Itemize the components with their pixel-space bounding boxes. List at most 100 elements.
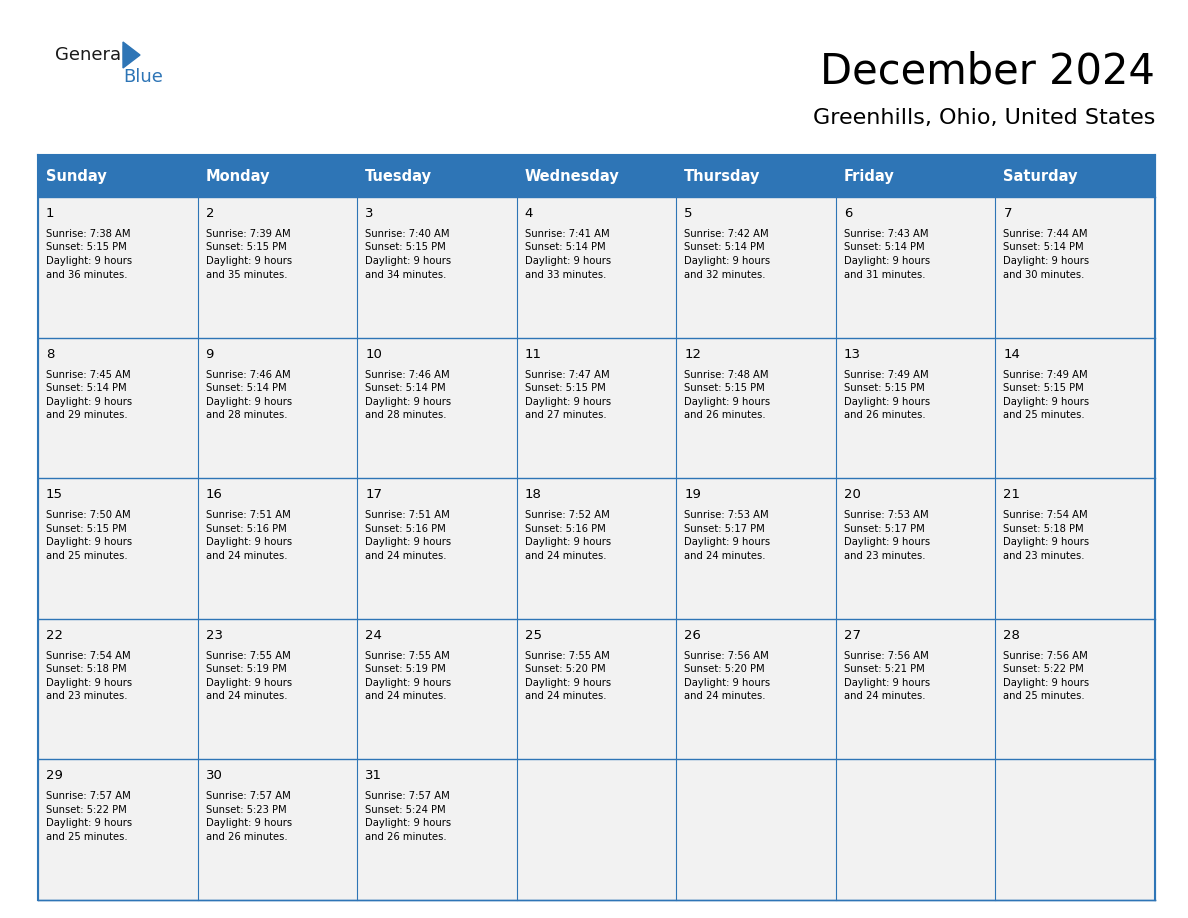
Text: 9: 9 <box>206 348 214 361</box>
Bar <box>38 197 197 338</box>
Bar <box>38 155 1155 197</box>
Text: 8: 8 <box>46 348 55 361</box>
Text: Sunrise: 7:45 AM: Sunrise: 7:45 AM <box>46 370 131 380</box>
Text: 7: 7 <box>1004 207 1012 220</box>
Text: Sunset: 5:20 PM: Sunset: 5:20 PM <box>684 665 765 675</box>
Bar <box>197 759 358 900</box>
Text: Sunset: 5:14 PM: Sunset: 5:14 PM <box>1004 242 1085 252</box>
Text: Daylight: 9 hours: Daylight: 9 hours <box>843 537 930 547</box>
Bar <box>38 338 197 478</box>
Text: 16: 16 <box>206 488 222 501</box>
Text: Greenhills, Ohio, United States: Greenhills, Ohio, United States <box>813 108 1155 128</box>
Text: and 24 minutes.: and 24 minutes. <box>206 551 287 561</box>
Text: 31: 31 <box>365 769 383 782</box>
Text: 14: 14 <box>1004 348 1020 361</box>
Text: Sunrise: 7:43 AM: Sunrise: 7:43 AM <box>843 229 928 239</box>
Text: Sunrise: 7:38 AM: Sunrise: 7:38 AM <box>46 229 131 239</box>
Text: Sunset: 5:22 PM: Sunset: 5:22 PM <box>46 805 127 815</box>
Text: Daylight: 9 hours: Daylight: 9 hours <box>365 256 451 266</box>
Bar <box>517 619 676 759</box>
Text: and 35 minutes.: and 35 minutes. <box>206 270 287 279</box>
Text: and 26 minutes.: and 26 minutes. <box>684 410 766 420</box>
Text: 10: 10 <box>365 348 383 361</box>
Text: Sunset: 5:15 PM: Sunset: 5:15 PM <box>206 242 286 252</box>
Text: Daylight: 9 hours: Daylight: 9 hours <box>206 397 292 407</box>
Text: 2: 2 <box>206 207 214 220</box>
Text: 30: 30 <box>206 769 222 782</box>
Text: Sunset: 5:17 PM: Sunset: 5:17 PM <box>684 523 765 533</box>
Text: Daylight: 9 hours: Daylight: 9 hours <box>1004 537 1089 547</box>
Text: Sunset: 5:15 PM: Sunset: 5:15 PM <box>46 242 127 252</box>
Text: Sunrise: 7:55 AM: Sunrise: 7:55 AM <box>525 651 609 661</box>
Text: and 23 minutes.: and 23 minutes. <box>1004 551 1085 561</box>
Text: and 28 minutes.: and 28 minutes. <box>365 410 447 420</box>
Bar <box>676 619 836 759</box>
Bar <box>676 759 836 900</box>
Text: Sunrise: 7:48 AM: Sunrise: 7:48 AM <box>684 370 769 380</box>
Text: Sunrise: 7:57 AM: Sunrise: 7:57 AM <box>46 791 131 801</box>
Text: Sunset: 5:16 PM: Sunset: 5:16 PM <box>365 523 446 533</box>
Text: Daylight: 9 hours: Daylight: 9 hours <box>365 819 451 828</box>
Text: 3: 3 <box>365 207 374 220</box>
Text: Sunrise: 7:46 AM: Sunrise: 7:46 AM <box>206 370 290 380</box>
Text: Sunset: 5:21 PM: Sunset: 5:21 PM <box>843 665 924 675</box>
Text: Sunset: 5:14 PM: Sunset: 5:14 PM <box>525 242 606 252</box>
Bar <box>676 197 836 338</box>
Text: Sunrise: 7:57 AM: Sunrise: 7:57 AM <box>365 791 450 801</box>
Text: Sunrise: 7:47 AM: Sunrise: 7:47 AM <box>525 370 609 380</box>
Text: 1: 1 <box>46 207 55 220</box>
Text: and 26 minutes.: and 26 minutes. <box>206 832 287 842</box>
Text: Sunset: 5:16 PM: Sunset: 5:16 PM <box>206 523 286 533</box>
Text: Sunset: 5:22 PM: Sunset: 5:22 PM <box>1004 665 1085 675</box>
Text: 27: 27 <box>843 629 861 642</box>
Text: and 31 minutes.: and 31 minutes. <box>843 270 925 279</box>
Text: and 24 minutes.: and 24 minutes. <box>525 551 606 561</box>
Text: Daylight: 9 hours: Daylight: 9 hours <box>525 537 611 547</box>
Text: Sunrise: 7:57 AM: Sunrise: 7:57 AM <box>206 791 290 801</box>
Text: Daylight: 9 hours: Daylight: 9 hours <box>365 397 451 407</box>
Text: Sunrise: 7:55 AM: Sunrise: 7:55 AM <box>206 651 290 661</box>
Text: and 36 minutes.: and 36 minutes. <box>46 270 127 279</box>
Bar <box>197 478 358 619</box>
Text: Daylight: 9 hours: Daylight: 9 hours <box>206 537 292 547</box>
Bar <box>836 619 996 759</box>
Text: and 25 minutes.: and 25 minutes. <box>1004 691 1085 701</box>
Text: Sunset: 5:15 PM: Sunset: 5:15 PM <box>365 242 446 252</box>
Bar <box>996 759 1155 900</box>
Text: Thursday: Thursday <box>684 169 760 184</box>
Bar <box>358 619 517 759</box>
Text: and 24 minutes.: and 24 minutes. <box>843 691 925 701</box>
Text: Daylight: 9 hours: Daylight: 9 hours <box>525 677 611 688</box>
Text: 13: 13 <box>843 348 861 361</box>
Text: Sunrise: 7:53 AM: Sunrise: 7:53 AM <box>684 510 769 521</box>
Bar <box>358 478 517 619</box>
Text: and 25 minutes.: and 25 minutes. <box>46 551 127 561</box>
Text: Daylight: 9 hours: Daylight: 9 hours <box>46 677 132 688</box>
Text: Sunrise: 7:39 AM: Sunrise: 7:39 AM <box>206 229 290 239</box>
Text: Daylight: 9 hours: Daylight: 9 hours <box>46 256 132 266</box>
Text: Sunset: 5:18 PM: Sunset: 5:18 PM <box>1004 523 1085 533</box>
Text: and 29 minutes.: and 29 minutes. <box>46 410 127 420</box>
Text: Daylight: 9 hours: Daylight: 9 hours <box>1004 397 1089 407</box>
Bar <box>197 197 358 338</box>
Bar <box>358 197 517 338</box>
Text: and 26 minutes.: and 26 minutes. <box>843 410 925 420</box>
Text: Monday: Monday <box>206 169 270 184</box>
Text: 21: 21 <box>1004 488 1020 501</box>
Bar <box>676 338 836 478</box>
Text: Sunrise: 7:56 AM: Sunrise: 7:56 AM <box>1004 651 1088 661</box>
Text: Tuesday: Tuesday <box>365 169 432 184</box>
Text: Daylight: 9 hours: Daylight: 9 hours <box>525 256 611 266</box>
Text: Daylight: 9 hours: Daylight: 9 hours <box>684 677 770 688</box>
Text: Sunrise: 7:51 AM: Sunrise: 7:51 AM <box>206 510 290 521</box>
Text: and 23 minutes.: and 23 minutes. <box>46 691 127 701</box>
Text: 4: 4 <box>525 207 533 220</box>
Text: Sunset: 5:15 PM: Sunset: 5:15 PM <box>843 383 924 393</box>
Text: Sunset: 5:14 PM: Sunset: 5:14 PM <box>684 242 765 252</box>
Text: Daylight: 9 hours: Daylight: 9 hours <box>46 819 132 828</box>
Bar <box>517 478 676 619</box>
Bar <box>197 338 358 478</box>
Text: Sunrise: 7:51 AM: Sunrise: 7:51 AM <box>365 510 450 521</box>
Text: and 30 minutes.: and 30 minutes. <box>1004 270 1085 279</box>
Text: Daylight: 9 hours: Daylight: 9 hours <box>1004 256 1089 266</box>
